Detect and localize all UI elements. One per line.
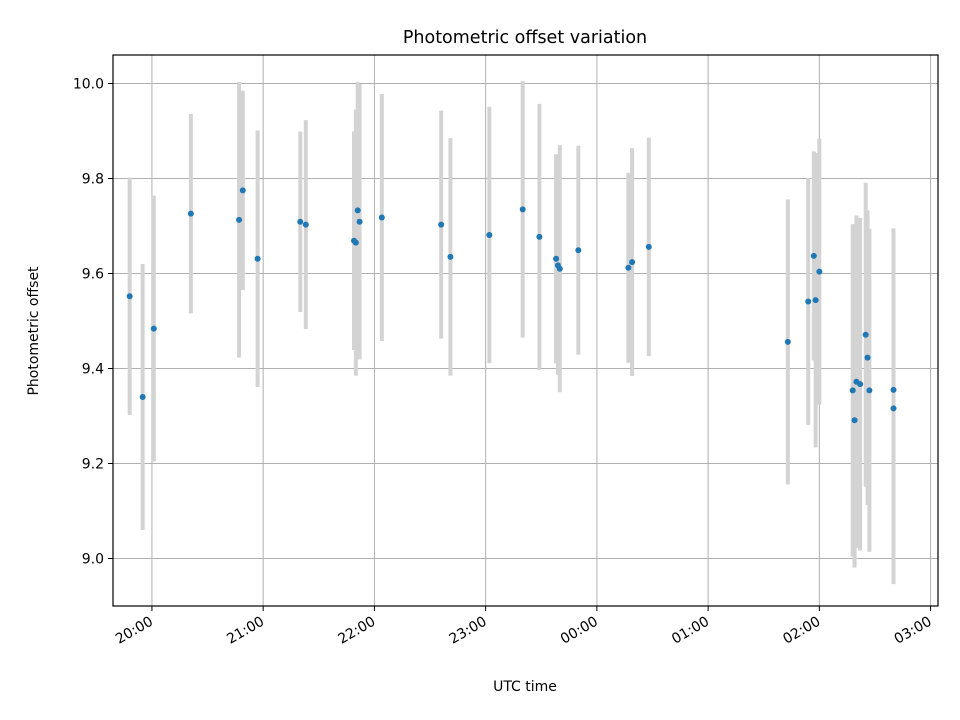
data-point — [816, 268, 823, 275]
data-point — [254, 255, 261, 262]
x-axis-label: UTC time — [493, 679, 557, 695]
data-point — [784, 338, 791, 345]
y-axis-label: Photometric offset — [26, 266, 42, 396]
data-point — [150, 325, 157, 332]
plot-frame — [112, 54, 939, 607]
data-point — [805, 298, 812, 305]
data-point — [519, 206, 526, 213]
data-point — [236, 216, 243, 223]
data-point — [625, 264, 632, 271]
data-point — [851, 417, 858, 424]
data-points — [126, 187, 897, 424]
grid — [113, 55, 938, 606]
chart-title: Photometric offset variation — [403, 28, 647, 48]
y-tick-label: 9.6 — [82, 267, 104, 283]
data-point — [356, 218, 363, 225]
data-point — [302, 221, 309, 228]
data-point — [556, 265, 563, 272]
data-point — [536, 233, 543, 240]
data-point — [890, 405, 897, 412]
data-point — [575, 247, 582, 254]
y-tick-label: 10.0 — [73, 77, 104, 93]
data-point — [812, 297, 819, 304]
data-point — [352, 239, 359, 246]
data-point — [553, 255, 560, 262]
data-point — [126, 293, 133, 300]
data-point — [645, 243, 652, 250]
data-point — [354, 207, 361, 214]
y-tick-label: 9.4 — [82, 362, 104, 378]
data-point — [486, 232, 493, 239]
y-tick-label: 9.8 — [82, 172, 104, 188]
data-point — [297, 218, 304, 225]
data-point — [187, 210, 194, 217]
data-point — [857, 381, 864, 388]
data-point — [447, 253, 454, 260]
data-point — [864, 354, 871, 361]
data-point — [629, 259, 636, 266]
data-point — [862, 331, 869, 338]
data-point — [866, 387, 873, 394]
data-point — [810, 252, 817, 259]
y-tick-label: 9.2 — [82, 457, 104, 473]
y-tick-label: 9.0 — [82, 552, 104, 568]
data-point — [239, 187, 246, 194]
data-point — [378, 214, 385, 221]
data-point — [139, 394, 146, 400]
data-point — [438, 221, 445, 228]
data-point — [849, 387, 856, 394]
data-point — [890, 386, 897, 393]
